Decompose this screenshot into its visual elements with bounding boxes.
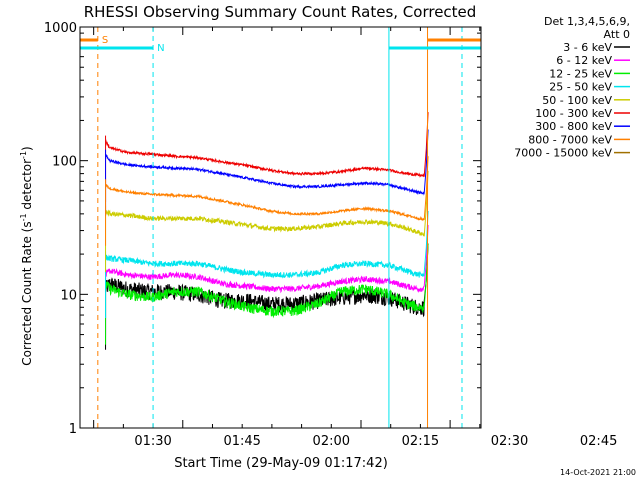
y-tick-label: 1000 [44, 21, 77, 36]
y-tick-label: 100 [52, 155, 77, 170]
x-axis-label: Start Time (29-May-09 01:17:42) [174, 456, 388, 471]
series-300-800-kev [105, 129, 429, 196]
series-6-12-kev [105, 224, 429, 294]
y-axis-label: Corrected Count Rate (s-1 detector-1) [19, 146, 34, 365]
legend-label-3-6-kev: 3 - 6 keV [563, 41, 612, 54]
x-tick-label: 01:45 [223, 434, 260, 449]
series-50-100-kev [105, 170, 429, 237]
legend-header-attenuator: Att 0 [604, 28, 630, 41]
x-tick-label: 01:30 [134, 434, 171, 449]
date-stamp: 14-Oct-2021 21:00 [560, 468, 636, 477]
series-800-7000-kev [105, 156, 429, 222]
x-tick-label: 02:45 [580, 434, 617, 449]
series-25-50-kev [105, 210, 429, 279]
legend-label-12-25-kev: 12 - 25 keV [549, 67, 612, 80]
legend-label-50-100-kev: 50 - 100 keV [542, 94, 612, 107]
series-12-25-kev [105, 243, 429, 319]
y-tick-label: 10 [60, 288, 77, 303]
x-tick-label: 02:30 [491, 434, 528, 449]
x-tick-label: 02:00 [313, 434, 350, 449]
legend-label-800-7000-kev: 800 - 7000 keV [528, 133, 612, 146]
chart-title: RHESSI Observing Summary Count Rates, Co… [84, 3, 477, 21]
legend-label-25-50-kev: 25 - 50 keV [549, 81, 612, 94]
flag-n-label: N [157, 43, 164, 54]
legend-label-7000-15000-kev: 7000 - 15000 keV [514, 147, 612, 160]
plot-frame [79, 26, 482, 429]
legend-label-6-12-kev: 6 - 12 keV [556, 54, 612, 67]
legend-label-300-800-kev: 300 - 800 keV [535, 120, 612, 133]
series-100-300-kev [105, 112, 429, 178]
flag-s-label: S [102, 35, 108, 46]
y-tick-label: 1 [69, 422, 77, 437]
x-tick-label: 02:15 [402, 434, 439, 449]
series-3-6-kev [105, 243, 429, 318]
legend-label-100-300-kev: 100 - 300 keV [535, 107, 612, 120]
plot-area: 1 10 100 1000 01:30 01:45 02:00 02:15 02:30 02:45… [44, 21, 617, 449]
legend-header-detectors: Det 1,3,4,5,6,9, [544, 15, 630, 28]
